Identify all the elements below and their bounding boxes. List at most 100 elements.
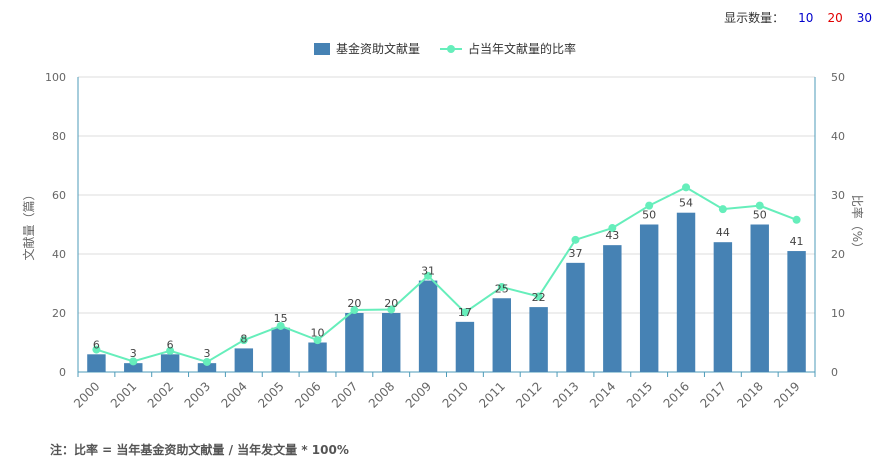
x-tick-label-2012: 2012	[513, 379, 544, 410]
ratio-point-2009[interactable]	[424, 271, 433, 280]
legend-line-label: 占当年文献量的比率	[468, 41, 576, 56]
x-tick-label-2005: 2005	[255, 379, 286, 410]
bar-value-label-2000: 6	[93, 338, 100, 351]
legend-bar-label: 基金资助文献量	[336, 41, 420, 56]
bar-2001[interactable]	[124, 363, 143, 372]
x-tick-label-2010: 2010	[440, 379, 471, 410]
bar-2007[interactable]	[345, 313, 364, 372]
ratio-point-2015[interactable]	[645, 201, 654, 210]
bar-2013[interactable]	[566, 262, 585, 372]
bar-value-label-2006: 10	[311, 327, 325, 340]
ratio-point-2001[interactable]	[129, 357, 138, 366]
y-tick-label-40: 40	[52, 248, 66, 261]
y-tick-label-60: 60	[52, 189, 66, 202]
y2-tick-label-30: 30	[831, 189, 845, 202]
bar-2019[interactable]	[787, 251, 806, 372]
bar-value-label-2014: 43	[605, 229, 619, 242]
x-tick-label-2018: 2018	[734, 379, 765, 410]
bar-value-label-2013: 37	[568, 247, 582, 260]
legend-line-marker	[447, 45, 455, 53]
ratio-point-2010[interactable]	[460, 308, 469, 317]
bar-value-label-2017: 44	[716, 226, 730, 239]
display-count-option-10[interactable]: 10	[798, 11, 814, 25]
y-tick-label-20: 20	[52, 307, 66, 320]
ratio-point-2019[interactable]	[792, 215, 801, 224]
x-tick-label-2011: 2011	[476, 379, 507, 410]
bar-2015[interactable]	[639, 224, 659, 373]
ratio-point-2014[interactable]	[608, 224, 617, 233]
y-tick-label-100: 100	[45, 71, 66, 84]
x-tick-label-2015: 2015	[624, 379, 655, 410]
x-tick-label-2003: 2003	[182, 379, 213, 410]
ratio-point-2003[interactable]	[202, 357, 211, 366]
bar-2010[interactable]	[455, 321, 475, 372]
ratio-point-2006[interactable]	[313, 336, 322, 345]
x-tick-label-2013: 2013	[550, 379, 581, 410]
x-tick-label-2006: 2006	[292, 379, 323, 410]
x-tick-label-2002: 2002	[145, 379, 176, 410]
chart-footnote: 注：比率 = 当年基金资助文献量 / 当年发文量 * 100%	[50, 443, 349, 457]
bar-value-label-2009: 31	[421, 265, 435, 278]
x-tick-label-2016: 2016	[661, 379, 692, 410]
bar-value-label-2001: 3	[130, 347, 137, 360]
x-tick-label-2009: 2009	[403, 379, 434, 410]
x-tick-label-2004: 2004	[218, 379, 249, 410]
bar-value-label-2015: 50	[642, 209, 656, 222]
bar-2005[interactable]	[271, 327, 290, 372]
ratio-point-2005[interactable]	[276, 321, 285, 330]
bar-2017[interactable]	[713, 242, 733, 372]
ratio-point-2017[interactable]	[718, 205, 727, 214]
y2-tick-label-0: 0	[831, 366, 838, 379]
bar-2009[interactable]	[418, 280, 438, 372]
y2-tick-label-40: 40	[831, 130, 845, 143]
bar-2002[interactable]	[160, 354, 180, 372]
legend-bar-swatch	[314, 43, 330, 55]
ratio-point-2000[interactable]	[92, 345, 101, 354]
display-count-option-20[interactable]: 20	[827, 11, 843, 25]
ratio-point-2018[interactable]	[755, 201, 764, 210]
bar-2011[interactable]	[492, 298, 511, 372]
x-tick-label-2000: 2000	[71, 379, 102, 410]
bar-value-label-2011: 25	[495, 282, 509, 295]
bar-2014[interactable]	[603, 245, 622, 372]
ratio-point-2013[interactable]	[571, 235, 580, 244]
ratio-point-2004[interactable]	[239, 336, 248, 345]
bar-value-label-2004: 8	[240, 332, 247, 345]
ratio-point-2007[interactable]	[350, 306, 359, 315]
bar-value-label-2007: 20	[347, 297, 361, 310]
bar-2000[interactable]	[87, 354, 106, 372]
bar-2006[interactable]	[308, 342, 327, 373]
y2-tick-label-20: 20	[831, 248, 845, 261]
bar-value-label-2019: 41	[790, 235, 804, 248]
bar-value-label-2010: 17	[458, 306, 472, 319]
ratio-point-2008[interactable]	[387, 305, 396, 314]
y-tick-label-80: 80	[52, 130, 66, 143]
bar-2008[interactable]	[382, 313, 401, 372]
x-tick-label-2019: 2019	[771, 379, 802, 410]
x-tick-label-2001: 2001	[108, 379, 139, 410]
ratio-point-2012[interactable]	[534, 292, 543, 301]
y-tick-label-0: 0	[59, 366, 66, 379]
ratio-point-2002[interactable]	[166, 346, 175, 355]
ratio-point-2016[interactable]	[682, 183, 691, 192]
ratio-line	[96, 186, 797, 364]
bar-2018[interactable]	[750, 224, 769, 373]
bar-value-label-2016: 54	[679, 197, 693, 210]
bar-2004[interactable]	[234, 348, 254, 372]
display-count-option-30[interactable]: 30	[856, 11, 872, 25]
bar-2012[interactable]	[529, 307, 548, 372]
display-count-selector: 显示数量： 10 20 30	[724, 9, 872, 26]
bar-value-label-2008: 20	[384, 297, 398, 310]
bar-2016[interactable]	[676, 212, 696, 372]
bar-value-label-2002: 6	[167, 338, 174, 351]
y2-axis-title: 比率（%）	[850, 195, 865, 254]
bar-value-label-2018: 50	[753, 209, 767, 222]
x-tick-label-2014: 2014	[587, 379, 618, 410]
ratio-point-2011[interactable]	[497, 283, 506, 292]
bar-value-label-2003: 3	[203, 347, 210, 360]
y2-tick-label-50: 50	[831, 71, 845, 84]
bar-2003[interactable]	[197, 363, 217, 372]
y-axis-title: 文献量（篇）	[21, 188, 36, 260]
bar-value-label-2005: 15	[274, 312, 288, 325]
